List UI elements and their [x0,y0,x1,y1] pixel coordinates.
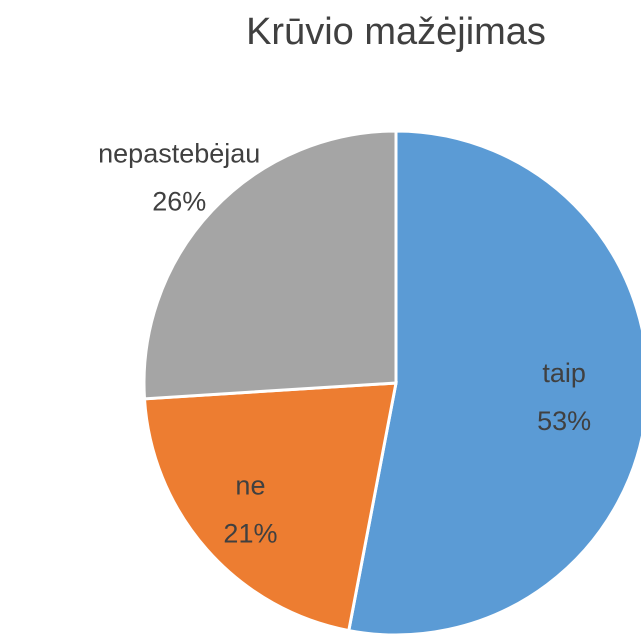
slice-label: nepastebėjau [98,139,260,169]
slice-label: ne [235,470,265,500]
pie-slice [142,129,398,401]
pie-slice [142,381,398,633]
value-label: 53% [537,406,591,436]
slice-label: taip [542,358,586,388]
value-label: 26% [152,187,206,217]
value-label: 21% [223,518,277,548]
pie-slice [347,129,641,634]
chart-title: Krūvio mažėjimas [246,11,546,53]
